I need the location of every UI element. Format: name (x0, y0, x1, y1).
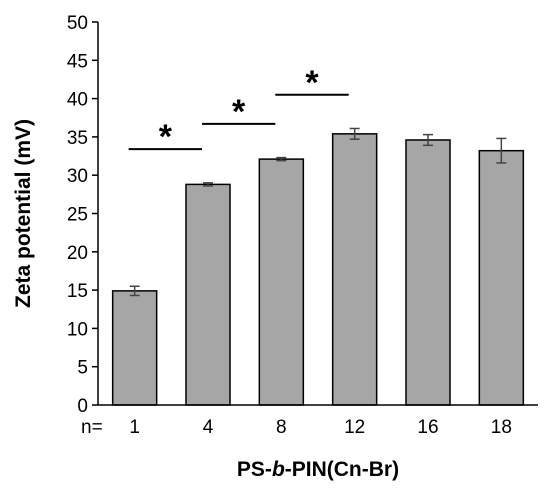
y-tick-label: 0 (77, 396, 88, 417)
x-tick-label: 18 (491, 417, 512, 438)
error-bar (276, 156, 287, 162)
bar (111, 290, 158, 406)
significance-star: * (159, 118, 173, 156)
x-tick-label: 1 (129, 417, 140, 438)
x-tick-label: 8 (276, 417, 287, 438)
x-axis-title-part1: PS- (237, 458, 272, 481)
y-axis-ticks: 0 5 10 15 20 25 30 35 40 45 50 (67, 13, 98, 417)
y-tick-label: 20 (67, 243, 88, 264)
significance-marker: * (202, 93, 276, 131)
x-axis-title-part3: -PIN(Cn-Br) (285, 458, 399, 481)
x-axis-title: PS-b-PIN(Cn-Br) (237, 458, 399, 481)
x-category-prefix: n= (81, 417, 103, 438)
significance-star: * (305, 64, 319, 102)
y-tick-label: 5 (77, 358, 88, 379)
x-axis-title-italic: b (272, 458, 285, 481)
bar (405, 139, 451, 406)
significance-markers: * * * (128, 64, 349, 156)
y-tick-label: 50 (67, 13, 88, 34)
significance-star: * (232, 93, 246, 131)
bars (111, 133, 525, 406)
error-bar (349, 127, 360, 140)
bar (478, 149, 525, 406)
x-axis-ticks: 1 4 8 12 16 18 (129, 417, 512, 438)
significance-marker: * (275, 64, 349, 102)
significance-marker: * (128, 118, 202, 156)
bar (331, 133, 378, 406)
bar (185, 183, 231, 406)
y-tick-label: 10 (67, 319, 88, 340)
y-tick-label: 35 (67, 128, 88, 149)
error-bar (496, 137, 507, 164)
y-axis-title: Zeta potential (mV) (12, 119, 35, 308)
y-tick-label: 45 (67, 51, 88, 72)
x-tick-label: 4 (203, 417, 214, 438)
y-tick-label: 25 (67, 205, 88, 226)
error-bar (203, 182, 213, 187)
y-tick-label: 15 (67, 281, 88, 302)
error-bars (129, 127, 507, 297)
error-bar (129, 285, 140, 297)
x-tick-label: 16 (417, 417, 438, 438)
y-tick-label: 40 (67, 90, 88, 111)
bar (258, 158, 305, 406)
y-tick-label: 30 (67, 166, 88, 187)
x-tick-label: 12 (344, 417, 365, 438)
error-bar (423, 133, 433, 147)
